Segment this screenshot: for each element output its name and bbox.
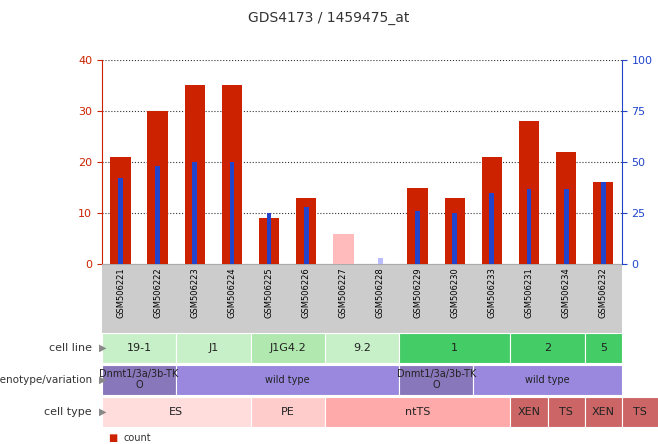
Text: ES: ES <box>169 407 184 417</box>
Bar <box>547 397 585 427</box>
Bar <box>556 152 576 264</box>
Bar <box>304 207 309 264</box>
Text: TS: TS <box>634 407 647 417</box>
Text: XEN: XEN <box>517 407 540 417</box>
Text: J1G4.2: J1G4.2 <box>269 343 306 353</box>
Bar <box>111 157 131 264</box>
Text: ▶: ▶ <box>99 407 107 417</box>
Bar <box>176 333 251 363</box>
Bar <box>585 397 622 427</box>
Text: GDS4173 / 1459475_at: GDS4173 / 1459475_at <box>248 11 410 25</box>
Text: XEN: XEN <box>592 407 615 417</box>
Bar <box>564 189 569 264</box>
Text: 2: 2 <box>544 343 551 353</box>
Bar <box>230 162 234 264</box>
Text: count: count <box>123 433 151 443</box>
Text: 19-1: 19-1 <box>126 343 152 353</box>
Bar <box>593 182 613 264</box>
Text: ntTS: ntTS <box>405 407 430 417</box>
Bar <box>251 397 325 427</box>
Text: 9.2: 9.2 <box>353 343 371 353</box>
Text: TS: TS <box>559 407 573 417</box>
Bar <box>333 234 353 264</box>
Bar <box>259 218 279 264</box>
Bar <box>155 166 160 264</box>
Bar <box>407 187 428 264</box>
Text: 1: 1 <box>451 343 458 353</box>
Text: wild type: wild type <box>525 375 570 385</box>
Bar <box>325 333 399 363</box>
Text: cell line: cell line <box>49 343 92 353</box>
Bar <box>147 111 168 264</box>
Bar <box>251 333 325 363</box>
Bar <box>102 333 176 363</box>
Text: cell type: cell type <box>45 407 92 417</box>
Bar <box>222 85 242 264</box>
Bar <box>452 213 457 264</box>
Bar <box>511 333 585 363</box>
Bar <box>526 189 532 264</box>
Bar <box>482 157 502 264</box>
Bar <box>102 397 251 427</box>
Bar <box>102 365 176 395</box>
Bar <box>176 365 399 395</box>
Text: 5: 5 <box>599 343 607 353</box>
Text: ▶: ▶ <box>99 343 107 353</box>
Text: wild type: wild type <box>265 375 310 385</box>
Bar <box>585 333 622 363</box>
Text: Dnmt1/3a/3b-TK
O: Dnmt1/3a/3b-TK O <box>99 369 179 390</box>
Bar <box>192 162 197 264</box>
Bar <box>415 211 420 264</box>
Bar <box>622 397 658 427</box>
Bar <box>490 193 494 264</box>
Bar <box>296 198 316 264</box>
Bar <box>601 182 605 264</box>
Text: ▶: ▶ <box>99 375 107 385</box>
Bar <box>266 213 272 264</box>
Bar <box>399 365 473 395</box>
Bar <box>511 397 547 427</box>
Bar <box>473 365 622 395</box>
Text: genotype/variation: genotype/variation <box>0 375 92 385</box>
Text: J1: J1 <box>208 343 218 353</box>
Text: PE: PE <box>281 407 295 417</box>
Text: Dnmt1/3a/3b-TK
O: Dnmt1/3a/3b-TK O <box>397 369 476 390</box>
Bar <box>378 258 383 264</box>
Bar <box>399 333 511 363</box>
Bar <box>118 178 123 264</box>
Bar <box>519 121 539 264</box>
Bar <box>185 85 205 264</box>
Bar <box>445 198 465 264</box>
Bar <box>325 397 511 427</box>
Text: ■: ■ <box>109 433 118 443</box>
